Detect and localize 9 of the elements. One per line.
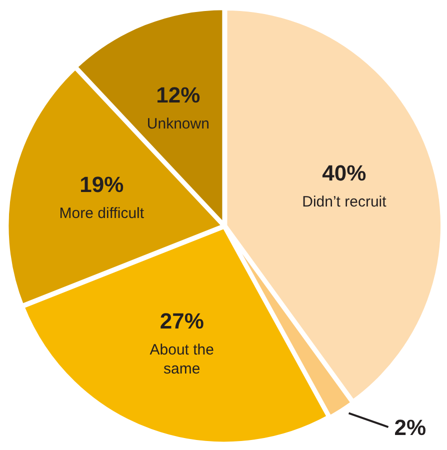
data-label: 12% [156,82,200,108]
slice-label: About the same [150,342,214,378]
slice-label: Unknown [146,116,210,133]
slice-label: Didn’t recruit [302,194,388,211]
data-label: 27% [160,308,204,334]
slice-label: More difficult [59,205,145,222]
data-label: 2% [394,415,426,440]
data-label: 40% [322,160,366,186]
data-label: 19% [80,172,124,198]
